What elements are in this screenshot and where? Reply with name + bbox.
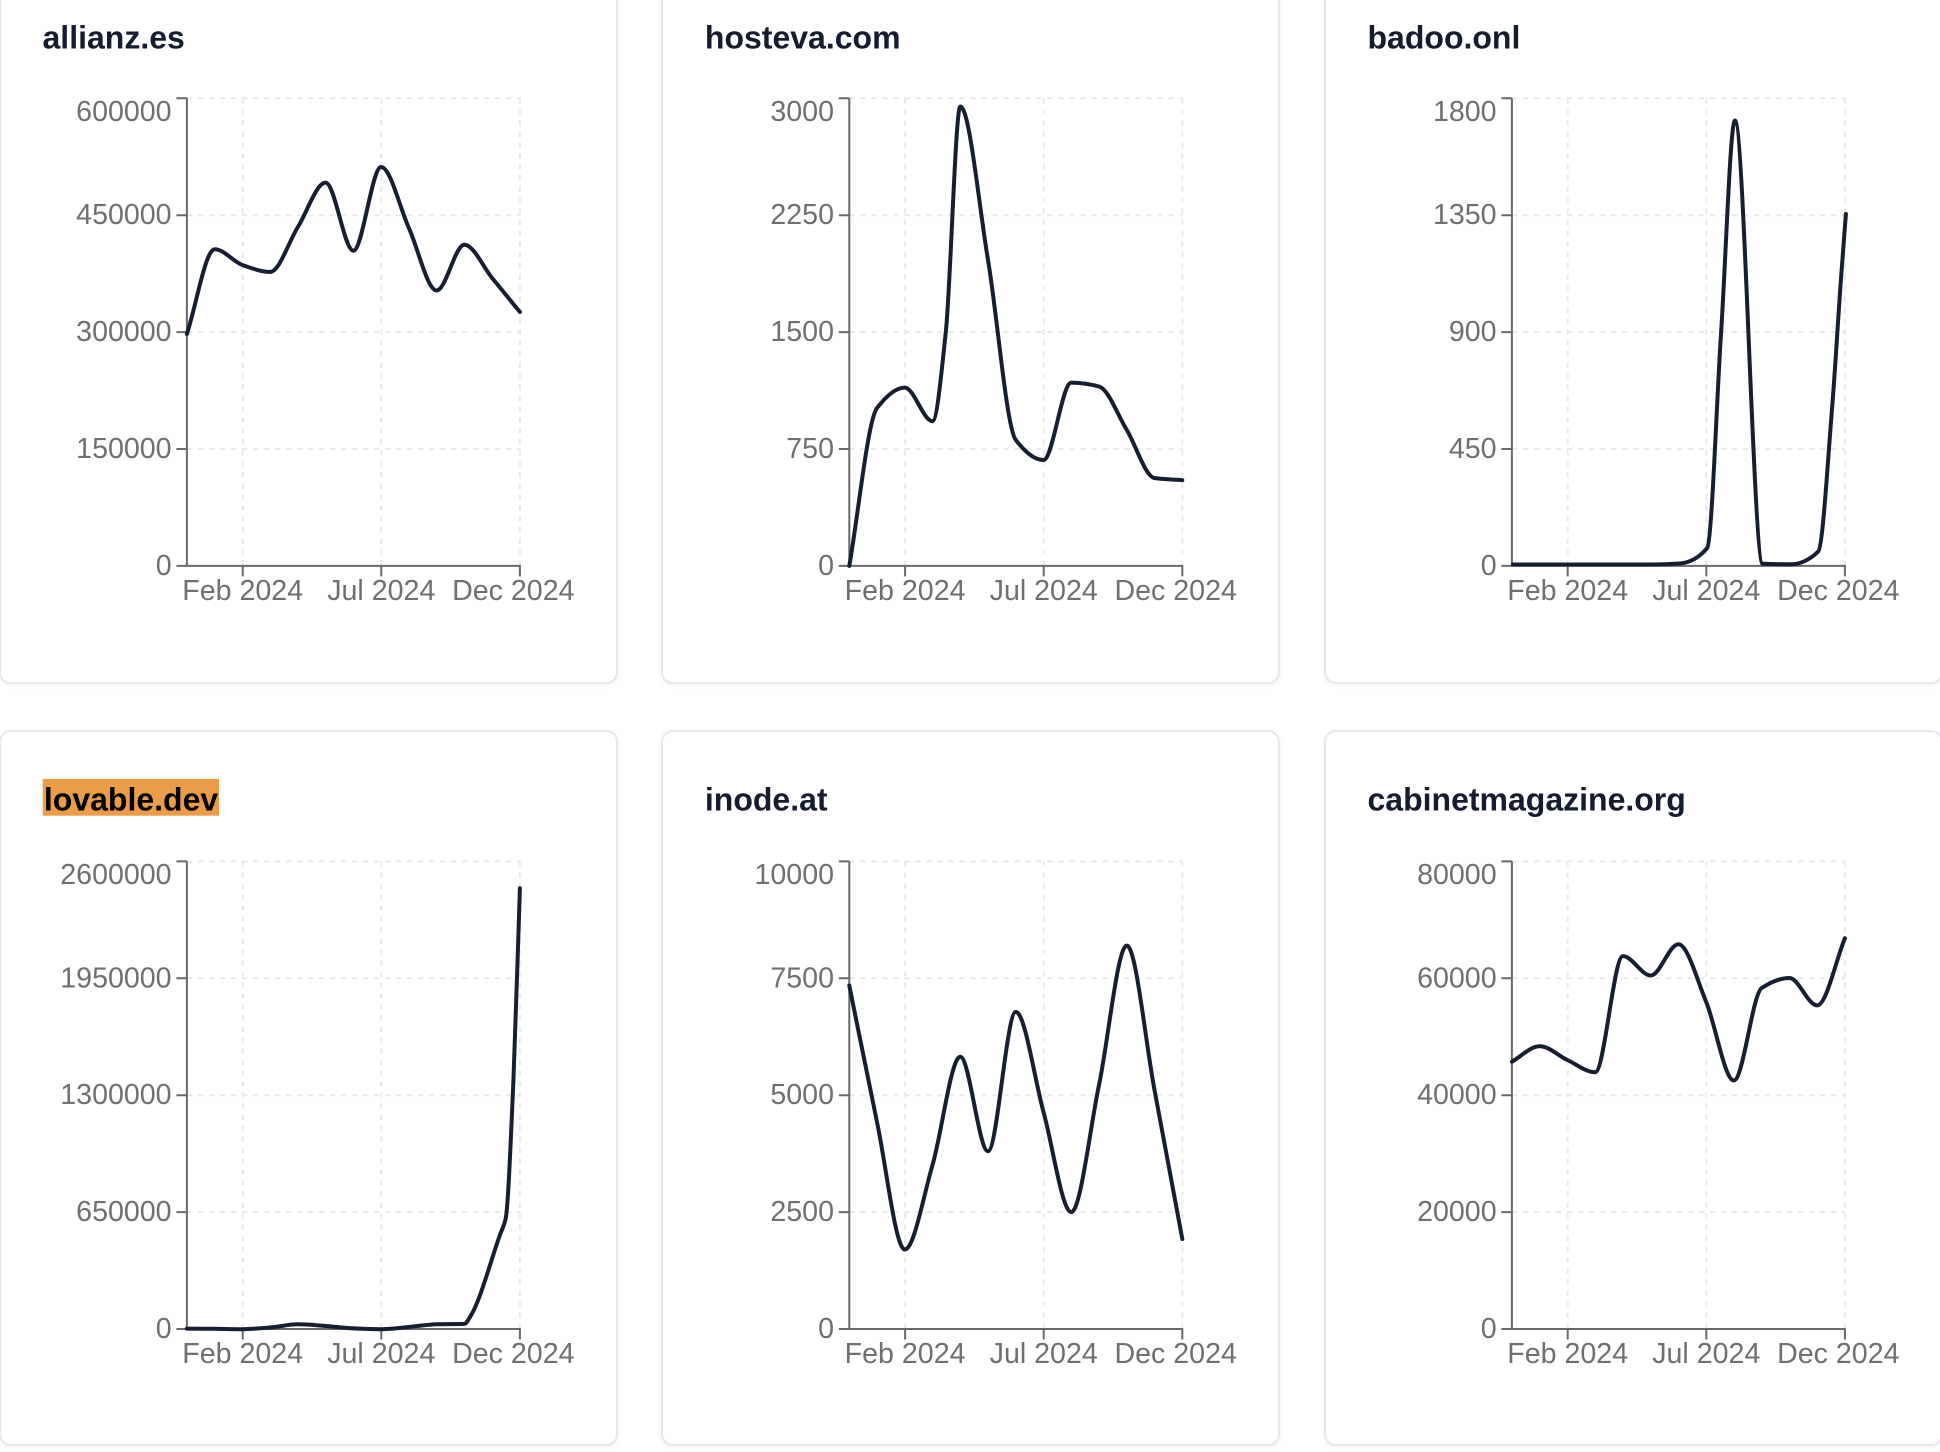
- svg-text:Feb 2024: Feb 2024: [845, 1338, 966, 1370]
- svg-text:Jul 2024: Jul 2024: [327, 1338, 435, 1370]
- svg-text:Jul 2024: Jul 2024: [327, 575, 435, 607]
- svg-text:600000: 600000: [76, 96, 171, 128]
- svg-text:Feb 2024: Feb 2024: [845, 575, 966, 607]
- svg-text:5000: 5000: [770, 1079, 834, 1111]
- svg-text:3000: 3000: [770, 96, 834, 128]
- svg-text:Jul 2024: Jul 2024: [1652, 1338, 1760, 1370]
- svg-text:Jul 2024: Jul 2024: [990, 575, 1098, 607]
- svg-text:80000: 80000: [1417, 859, 1497, 891]
- svg-text:badoo.onl: badoo.onl: [1368, 19, 1521, 55]
- svg-text:hosteva.com: hosteva.com: [705, 19, 901, 55]
- svg-text:1350: 1350: [1433, 199, 1497, 231]
- svg-text:750: 750: [786, 433, 834, 465]
- svg-text:7500: 7500: [770, 962, 834, 994]
- svg-text:Dec 2024: Dec 2024: [1114, 575, 1237, 607]
- svg-text:Feb 2024: Feb 2024: [1507, 575, 1628, 607]
- svg-text:Dec 2024: Dec 2024: [1114, 1338, 1237, 1370]
- svg-text:Feb 2024: Feb 2024: [182, 575, 303, 607]
- svg-text:Feb 2024: Feb 2024: [1507, 1338, 1628, 1370]
- svg-text:Jul 2024: Jul 2024: [990, 1338, 1098, 1370]
- svg-text:60000: 60000: [1417, 962, 1497, 994]
- svg-text:2600000: 2600000: [60, 859, 171, 891]
- svg-text:cabinetmagazine.org: cabinetmagazine.org: [1368, 782, 1686, 818]
- svg-text:450000: 450000: [76, 199, 171, 231]
- svg-text:Feb 2024: Feb 2024: [182, 1338, 303, 1370]
- svg-text:300000: 300000: [76, 316, 171, 348]
- svg-text:900: 900: [1449, 316, 1497, 348]
- svg-text:650000: 650000: [76, 1196, 171, 1228]
- svg-text:40000: 40000: [1417, 1079, 1497, 1111]
- svg-text:Dec 2024: Dec 2024: [1777, 575, 1900, 607]
- svg-text:1300000: 1300000: [60, 1079, 171, 1111]
- svg-text:0: 0: [156, 1313, 172, 1345]
- svg-text:0: 0: [156, 550, 172, 582]
- svg-text:Dec 2024: Dec 2024: [452, 575, 575, 607]
- svg-text:2500: 2500: [770, 1196, 834, 1228]
- svg-text:inode.at: inode.at: [705, 782, 828, 818]
- svg-text:10000: 10000: [754, 859, 834, 891]
- svg-text:lovable.dev: lovable.dev: [44, 782, 219, 818]
- svg-text:Dec 2024: Dec 2024: [1777, 1338, 1900, 1370]
- svg-text:1500: 1500: [770, 316, 834, 348]
- svg-text:450: 450: [1449, 433, 1497, 465]
- svg-text:0: 0: [1481, 550, 1497, 582]
- svg-text:1950000: 1950000: [60, 962, 171, 994]
- svg-text:0: 0: [1481, 1313, 1497, 1345]
- svg-text:0: 0: [818, 550, 834, 582]
- svg-text:1800: 1800: [1433, 96, 1497, 128]
- svg-text:0: 0: [818, 1313, 834, 1345]
- svg-text:Dec 2024: Dec 2024: [452, 1338, 575, 1370]
- svg-text:2250: 2250: [770, 199, 834, 231]
- svg-text:150000: 150000: [76, 433, 171, 465]
- svg-text:Jul 2024: Jul 2024: [1652, 575, 1760, 607]
- svg-text:allianz.es: allianz.es: [43, 19, 185, 55]
- svg-text:20000: 20000: [1417, 1196, 1497, 1228]
